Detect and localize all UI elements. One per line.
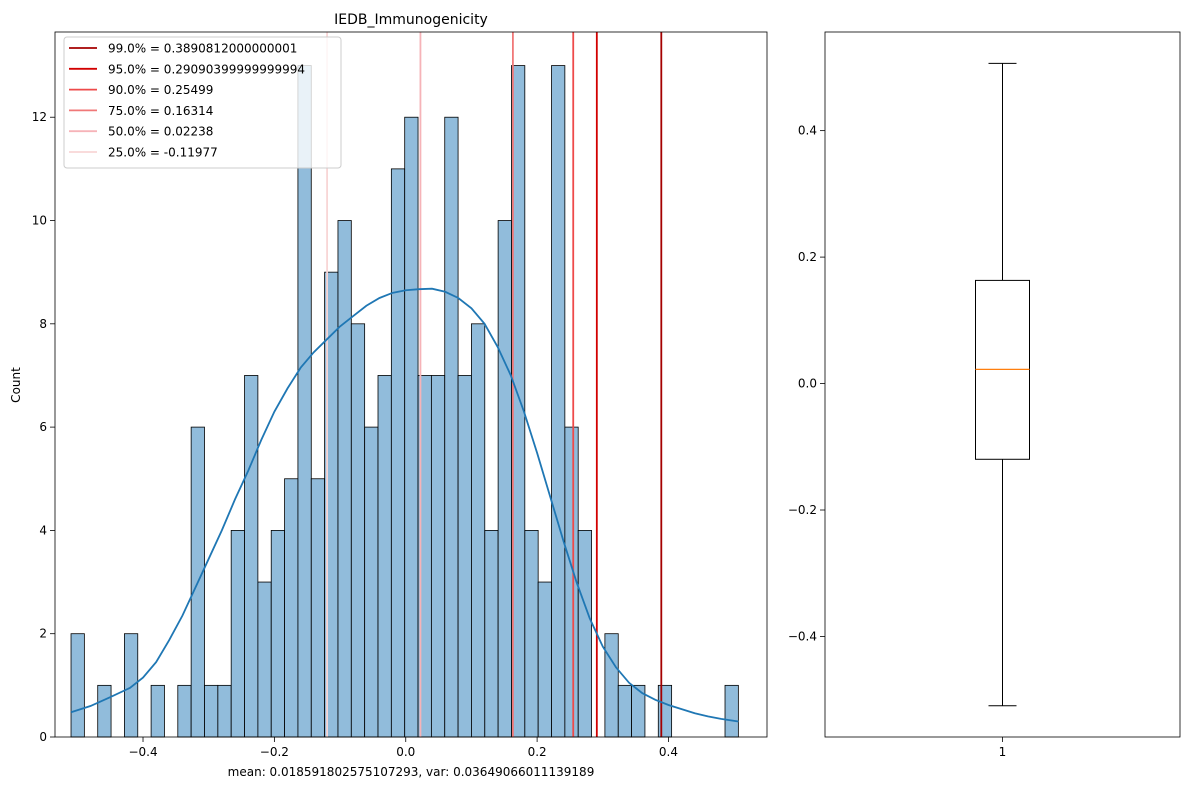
y-tick-label: 6 bbox=[39, 420, 47, 434]
histogram-bar bbox=[230, 530, 245, 738]
x-tick-label: −0.4 bbox=[128, 745, 157, 759]
histogram-bar bbox=[97, 684, 112, 738]
histogram-frame bbox=[54, 31, 768, 738]
histogram-x-label: mean: 0.018591802575107293, var: 0.03649… bbox=[228, 765, 595, 779]
histogram-bar bbox=[377, 375, 392, 738]
histogram-bar bbox=[484, 530, 499, 738]
box-y-tick-label: −0.2 bbox=[788, 503, 817, 517]
histogram-bar bbox=[497, 220, 512, 738]
histogram-bar bbox=[204, 684, 219, 738]
boxplot-x-ticks: 1 bbox=[999, 737, 1007, 759]
histogram-bar bbox=[150, 684, 165, 738]
histogram-bar bbox=[577, 530, 592, 738]
legend-entry: 99.0% = 0.3890812000000001 bbox=[108, 42, 297, 56]
histogram-bar bbox=[537, 581, 552, 738]
legend-box bbox=[63, 36, 342, 169]
legend-entry: 95.0% = 0.29090399999999994 bbox=[108, 62, 305, 76]
x-tick-label: 0.2 bbox=[528, 745, 547, 759]
legend-entry: 75.0% = 0.16314 bbox=[108, 104, 213, 118]
y-tick-label: 0 bbox=[39, 730, 47, 744]
y-tick-label: 4 bbox=[39, 523, 47, 537]
histogram-bar bbox=[724, 684, 739, 738]
histogram-bar bbox=[390, 168, 406, 738]
histogram-bar bbox=[444, 116, 459, 738]
boxplot-marks bbox=[975, 62, 1030, 707]
histogram-bar bbox=[177, 684, 192, 738]
histogram-title: IEDB_Immunogenicity bbox=[334, 12, 488, 28]
histogram-bar bbox=[337, 220, 352, 738]
histogram-bar bbox=[657, 684, 673, 738]
y-tick-label: 8 bbox=[39, 317, 47, 331]
legend: 99.0% = 0.3890812000000001 95.0% = 0.2909… bbox=[63, 36, 342, 169]
histogram-bar bbox=[124, 633, 139, 738]
y-tick-label: 10 bbox=[32, 214, 47, 228]
y-tick-label: 2 bbox=[39, 627, 47, 641]
histogram-bar bbox=[617, 684, 632, 738]
histogram-bar bbox=[524, 530, 539, 738]
histogram-bar bbox=[604, 633, 619, 738]
x-tick-label: 0.0 bbox=[396, 745, 415, 759]
histogram-bar bbox=[551, 65, 566, 738]
histogram-bar bbox=[70, 633, 85, 738]
histogram-panel: IEDB_Immunogenicity −0.4 −0.2 0.0 0.2 0.4 0 2… bbox=[9, 12, 768, 779]
quantile-lines bbox=[326, 32, 663, 737]
box-y-tick-label: 0.2 bbox=[798, 250, 817, 264]
kde-curve bbox=[70, 287, 739, 723]
histogram-bar bbox=[430, 375, 446, 738]
box-y-tick-label: 0.4 bbox=[798, 124, 817, 138]
histogram-bar bbox=[457, 375, 472, 738]
x-tick-label: 0.4 bbox=[659, 745, 678, 759]
boxplot-y-ticks: −0.4 −0.2 0.0 0.2 0.4 bbox=[788, 124, 825, 643]
boxplot-panel: −0.4 −0.2 0.0 0.2 0.4 1 bbox=[788, 31, 1181, 759]
box-y-tick-label: 0.0 bbox=[798, 377, 817, 391]
box-y-tick-label: −0.4 bbox=[788, 629, 817, 643]
y-tick-label: 12 bbox=[32, 110, 47, 124]
histogram-bar bbox=[257, 581, 272, 738]
histogram-x-ticks: −0.4 −0.2 0.0 0.2 0.4 bbox=[128, 737, 678, 759]
histogram-bar bbox=[217, 684, 232, 738]
legend-entry: 90.0% = 0.25499 bbox=[108, 83, 213, 97]
histogram-bars bbox=[70, 65, 739, 738]
histogram-y-label: Count bbox=[9, 367, 23, 403]
legend-entry: 25.0% = -0.11977 bbox=[108, 146, 218, 160]
histogram-bar bbox=[364, 426, 379, 738]
histogram-bar bbox=[244, 375, 259, 738]
histogram-y-ticks: 0 2 4 6 8 10 12 bbox=[32, 110, 55, 744]
histogram-bar bbox=[471, 323, 486, 738]
histogram-bar bbox=[270, 530, 285, 738]
histogram-bar bbox=[404, 116, 419, 738]
histogram-bar bbox=[350, 323, 366, 738]
box-x-tick-label: 1 bbox=[999, 745, 1007, 759]
histogram-bar bbox=[284, 478, 299, 738]
x-tick-label: −0.2 bbox=[260, 745, 289, 759]
legend-entry: 50.0% = 0.02238 bbox=[108, 125, 213, 139]
histogram-bar bbox=[310, 478, 326, 738]
